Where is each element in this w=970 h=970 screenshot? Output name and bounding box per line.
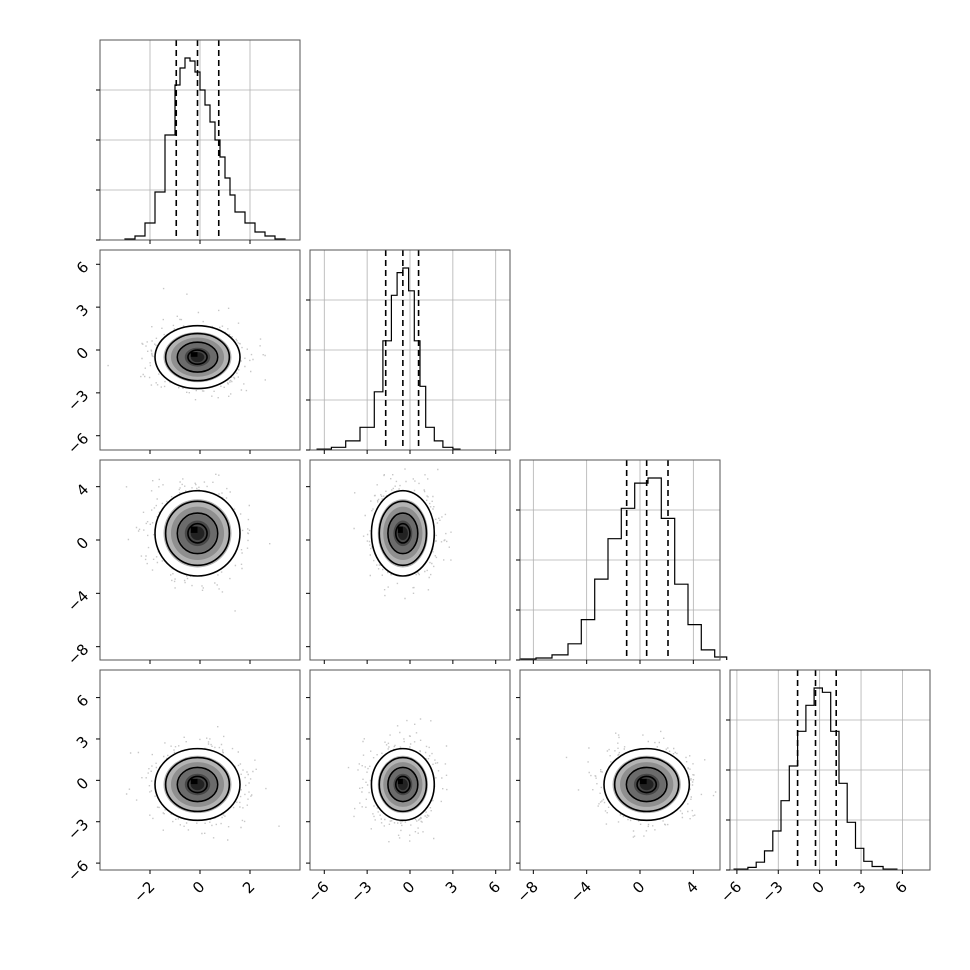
contour-line bbox=[394, 775, 411, 794]
y-tick-label: 6 bbox=[73, 691, 92, 710]
y-tick-label: −3 bbox=[64, 386, 92, 414]
scatter-content bbox=[125, 726, 280, 841]
scatter-panel-2-1 bbox=[96, 249, 301, 454]
x-tick-label: 4 bbox=[682, 878, 701, 897]
contour-line bbox=[378, 756, 428, 813]
scatter-points bbox=[125, 726, 280, 841]
histogram-step bbox=[519, 477, 728, 660]
x-tick-label: 0 bbox=[809, 878, 828, 897]
y-tick-label: −4 bbox=[64, 587, 92, 615]
contour-line bbox=[603, 747, 691, 822]
x-tick-label: 6 bbox=[891, 878, 910, 897]
scatter-panel-3-1 bbox=[96, 459, 301, 664]
scatter-panel-4-2 bbox=[306, 669, 511, 874]
contour-line bbox=[176, 341, 219, 373]
y-tick-label: 3 bbox=[73, 733, 92, 752]
histogram-panel-4 bbox=[726, 669, 931, 874]
scatter-content bbox=[125, 473, 271, 612]
scatter-panel-3-2 bbox=[306, 459, 511, 664]
contour-line bbox=[164, 756, 231, 813]
contour-line bbox=[164, 500, 231, 567]
x-tick-label: 0 bbox=[189, 878, 208, 897]
x-tick-label: 2 bbox=[239, 878, 258, 897]
y-tick-label: 0 bbox=[73, 774, 92, 793]
y-tick-label: −6 bbox=[64, 857, 92, 885]
histogram-panel-2 bbox=[306, 249, 511, 454]
y-tick-label: 3 bbox=[73, 301, 92, 320]
x-tick-label: 6 bbox=[485, 878, 504, 897]
scatter-content bbox=[347, 718, 448, 843]
x-tick-label: 3 bbox=[850, 878, 869, 897]
contour-line bbox=[154, 747, 241, 822]
y-tick-label: −8 bbox=[64, 640, 92, 668]
x-tick-label: 0 bbox=[629, 878, 648, 897]
contour-line bbox=[636, 775, 658, 794]
contour-line bbox=[164, 332, 231, 382]
contour-line bbox=[387, 512, 419, 555]
y-tick-label: −6 bbox=[64, 429, 92, 457]
contour-line bbox=[187, 522, 208, 544]
contour-line bbox=[176, 512, 219, 555]
contour-line bbox=[370, 747, 436, 822]
density-peak bbox=[190, 352, 198, 357]
contour-line bbox=[154, 324, 241, 390]
y-tick-label: 0 bbox=[73, 534, 92, 553]
scatter-panel-4-1 bbox=[96, 669, 301, 874]
y-tick-label: 6 bbox=[73, 258, 92, 277]
x-tick-label: −6 bbox=[717, 878, 745, 906]
histogram-panel-3 bbox=[516, 459, 728, 664]
contour-line bbox=[187, 775, 208, 794]
contour-line bbox=[394, 522, 411, 544]
x-tick-label: −4 bbox=[567, 878, 595, 906]
density-peak bbox=[639, 778, 647, 785]
histogram-step bbox=[316, 267, 461, 450]
x-tick-label: 3 bbox=[442, 878, 461, 897]
x-tick-label: −2 bbox=[130, 878, 158, 906]
scatter-panel-4-3 bbox=[516, 669, 721, 874]
panel-frame bbox=[519, 669, 721, 871]
density-peak bbox=[190, 778, 198, 785]
contour-line bbox=[387, 766, 419, 803]
x-tick-label: 0 bbox=[399, 878, 418, 897]
x-tick-label: −8 bbox=[513, 878, 541, 906]
density-peak bbox=[397, 778, 403, 785]
y-tick-label: 0 bbox=[73, 344, 92, 363]
y-tick-label: −3 bbox=[64, 815, 92, 843]
scatter-points bbox=[353, 468, 452, 600]
x-tick-label: −6 bbox=[304, 878, 332, 906]
x-tick-label: −3 bbox=[758, 878, 786, 906]
density-peak bbox=[190, 526, 198, 533]
contour-line bbox=[370, 489, 436, 577]
y-tick-label: 4 bbox=[73, 480, 92, 499]
histogram-step bbox=[124, 57, 286, 240]
contour-line bbox=[176, 766, 219, 803]
contour-line bbox=[154, 489, 241, 577]
contour-line bbox=[613, 756, 680, 813]
scatter-content bbox=[107, 287, 267, 401]
scatter-content bbox=[565, 730, 720, 838]
contour-line bbox=[625, 766, 668, 803]
histogram-panel-1 bbox=[96, 39, 301, 244]
contour-line bbox=[187, 349, 208, 366]
scatter-content bbox=[353, 468, 452, 600]
density-peak bbox=[397, 526, 403, 533]
histogram-step bbox=[733, 687, 898, 870]
x-tick-label: −3 bbox=[347, 878, 375, 906]
contour-line bbox=[378, 500, 428, 567]
